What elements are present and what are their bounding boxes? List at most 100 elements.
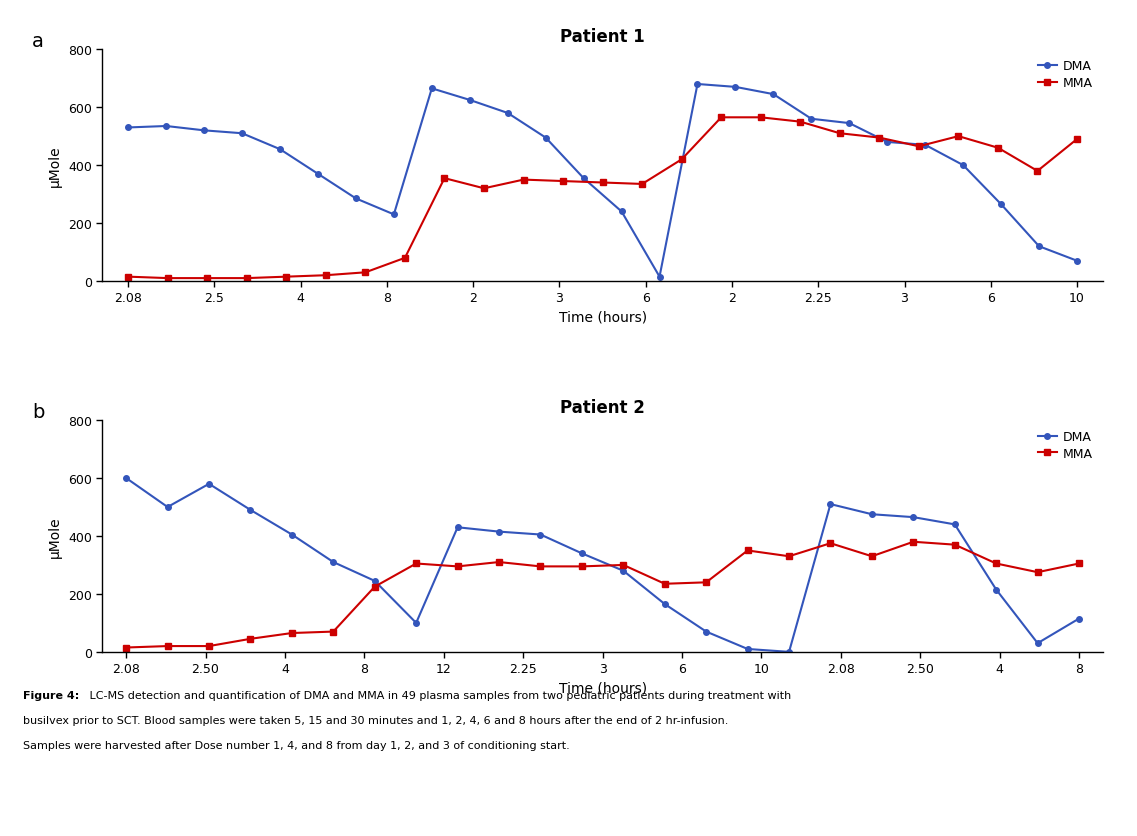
Line: MMA: MMA xyxy=(125,115,1080,282)
DMA xyxy=(741,645,755,655)
MMA xyxy=(202,641,216,651)
DMA xyxy=(865,510,879,520)
Title: Patient 2: Patient 2 xyxy=(561,398,645,416)
DMA xyxy=(782,647,796,657)
DMA xyxy=(122,123,135,133)
DMA xyxy=(312,170,325,180)
MMA xyxy=(714,113,728,123)
MMA xyxy=(575,562,589,572)
MMA xyxy=(833,129,847,139)
MMA xyxy=(319,271,333,281)
MMA xyxy=(616,560,630,570)
MMA xyxy=(991,144,1005,154)
DMA xyxy=(1070,257,1084,267)
MMA xyxy=(243,634,257,644)
DMA xyxy=(805,115,819,125)
MMA xyxy=(492,558,506,568)
Y-axis label: μMole: μMole xyxy=(49,516,63,557)
MMA xyxy=(754,113,767,123)
DMA xyxy=(198,126,211,136)
DMA xyxy=(906,512,920,522)
DMA xyxy=(326,558,340,568)
DMA xyxy=(501,109,515,119)
MMA xyxy=(912,142,926,152)
DMA xyxy=(492,527,506,537)
Text: a: a xyxy=(32,32,44,51)
Text: LC-MS detection and quantification of DMA and MMA in 49 plasma samples from two : LC-MS detection and quantification of DM… xyxy=(86,690,791,700)
DMA xyxy=(160,502,174,512)
Line: DMA: DMA xyxy=(125,82,1080,280)
DMA xyxy=(615,207,629,217)
MMA xyxy=(240,273,254,283)
DMA xyxy=(243,505,257,515)
DMA xyxy=(690,80,704,90)
DMA xyxy=(273,145,287,155)
DMA xyxy=(653,273,666,283)
MMA xyxy=(1072,558,1086,568)
DMA xyxy=(533,530,547,540)
MMA xyxy=(160,641,174,651)
MMA xyxy=(948,540,962,550)
MMA xyxy=(326,627,340,637)
Line: MMA: MMA xyxy=(124,539,1081,650)
MMA xyxy=(119,643,133,653)
Text: Samples were harvested after Dose number 1, 4, and 8 from day 1, 2, and 3 of con: Samples were harvested after Dose number… xyxy=(23,740,570,750)
MMA xyxy=(409,558,423,568)
MMA xyxy=(741,546,755,556)
DMA xyxy=(658,599,672,609)
DMA xyxy=(880,138,894,148)
MMA xyxy=(865,552,879,562)
DMA xyxy=(368,576,382,586)
Y-axis label: μMole: μMole xyxy=(49,145,63,186)
DMA xyxy=(159,122,173,132)
Title: Patient 1: Patient 1 xyxy=(561,28,645,46)
DMA xyxy=(989,585,1003,595)
Legend: DMA, MMA: DMA, MMA xyxy=(1035,427,1097,464)
DMA xyxy=(202,479,216,489)
MMA xyxy=(699,578,713,588)
DMA xyxy=(119,473,133,483)
DMA xyxy=(616,566,630,576)
MMA xyxy=(450,562,464,572)
MMA xyxy=(200,273,214,283)
MMA xyxy=(280,273,293,283)
DMA xyxy=(699,627,713,637)
MMA xyxy=(872,134,886,144)
Text: busilvex prior to SCT. Blood samples were taken 5, 15 and 30 minutes and 1, 2, 4: busilvex prior to SCT. Blood samples wer… xyxy=(23,715,728,725)
DMA xyxy=(948,520,962,530)
DMA xyxy=(576,174,590,184)
DMA xyxy=(450,522,464,533)
DMA xyxy=(285,530,299,540)
MMA xyxy=(675,155,689,166)
DMA xyxy=(919,140,932,150)
DMA xyxy=(1072,614,1086,624)
MMA xyxy=(556,177,570,187)
MMA xyxy=(161,273,175,283)
MMA xyxy=(782,552,796,562)
DMA xyxy=(994,200,1007,210)
DMA xyxy=(575,548,589,558)
Legend: DMA, MMA: DMA, MMA xyxy=(1035,56,1097,94)
MMA xyxy=(358,268,372,278)
MMA xyxy=(478,184,491,194)
MMA xyxy=(823,538,837,548)
MMA xyxy=(533,562,547,572)
MMA xyxy=(658,579,672,589)
MMA xyxy=(1070,135,1084,145)
DMA xyxy=(766,90,780,100)
Line: DMA: DMA xyxy=(124,476,1081,655)
DMA xyxy=(823,499,837,509)
MMA xyxy=(398,253,412,263)
DMA xyxy=(349,194,363,204)
DMA xyxy=(956,161,970,171)
DMA xyxy=(409,618,423,628)
MMA xyxy=(516,176,530,186)
DMA xyxy=(539,134,553,144)
DMA xyxy=(463,96,476,106)
DMA xyxy=(1032,242,1046,252)
DMA xyxy=(729,83,742,93)
X-axis label: Time (hours): Time (hours) xyxy=(558,681,647,695)
MMA xyxy=(285,629,299,639)
MMA xyxy=(906,537,920,547)
DMA xyxy=(235,129,249,139)
